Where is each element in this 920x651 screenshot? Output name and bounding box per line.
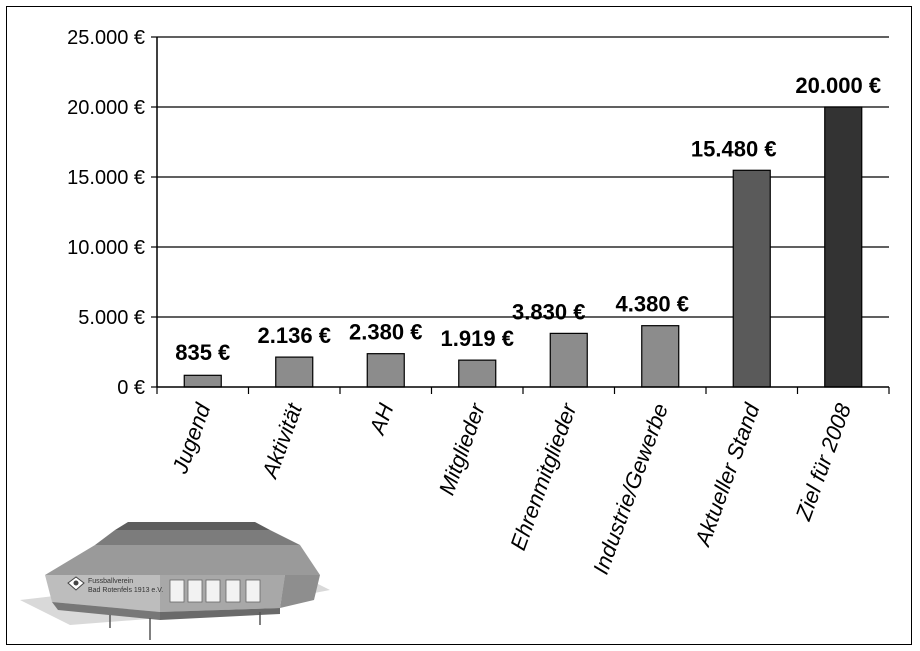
y-tick-label: 0 €	[117, 377, 145, 399]
y-tick-labels: 0 € 5.000 € 10.000 € 15.000 € 20.000 € 25.000…	[67, 27, 145, 399]
gridlines	[157, 36, 889, 318]
y-tick-label: 10.000 €	[67, 237, 145, 259]
bar-3	[458, 359, 497, 388]
logo-line1: Fussballverein	[88, 578, 133, 585]
bar-0	[183, 374, 222, 388]
category-label: Aktueller Stand	[689, 399, 764, 550]
data-labels: 835 € 2.136 € 2.380 € 1.919 €3.830 € 4.380 €…	[175, 73, 881, 365]
bar-7	[824, 106, 863, 388]
data-label: 20.000 €	[795, 73, 881, 98]
category-label: Ehrenmitglieder	[505, 399, 582, 554]
y-tick-label: 25.000 €	[67, 27, 145, 49]
bar-6	[732, 169, 771, 388]
y-tick-label: 15.000 €	[67, 167, 145, 189]
data-label: 1.919 €	[441, 326, 514, 351]
y-tick-label: 5.000 €	[78, 307, 145, 329]
bars	[183, 106, 863, 388]
data-label: 4.380 €	[616, 292, 689, 317]
bar-2	[366, 353, 405, 388]
bar-4	[549, 332, 588, 388]
category-label: Ziel für 2008	[790, 399, 856, 524]
data-label: 2.136 €	[258, 323, 331, 348]
category-label: AH	[364, 400, 399, 439]
clubhouse-logo: Fussballverein Bad Rotenfels 1913 e.V.	[20, 522, 330, 640]
data-label: 15.480 €	[691, 136, 777, 161]
data-label: 2.380 €	[349, 320, 422, 345]
data-label: 3.830 €	[512, 299, 585, 324]
logo-line2: Bad Rotenfels 1913 e.V.	[88, 587, 163, 594]
category-label: Mitglieder	[434, 399, 491, 499]
data-label: 835 €	[175, 340, 230, 365]
bar-5	[641, 325, 680, 388]
category-label: Jugend	[167, 399, 216, 477]
axes	[151, 36, 890, 394]
category-label: Aktivität	[256, 399, 307, 483]
category-label: Industrie/Gewerbe	[588, 400, 673, 577]
bar-1	[275, 356, 314, 388]
y-tick-label: 20.000 €	[67, 97, 145, 119]
